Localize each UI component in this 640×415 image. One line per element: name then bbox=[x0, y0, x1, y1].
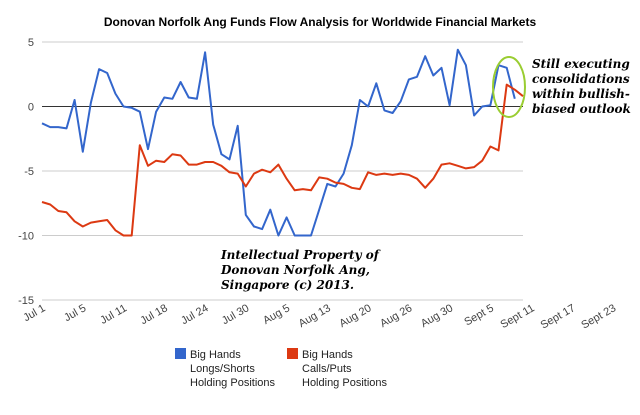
x-tick-label: Jul 24 bbox=[179, 302, 210, 327]
x-tick-label: Sept 17 bbox=[539, 302, 578, 331]
series-line-1 bbox=[41, 48, 516, 237]
callout-line: Still executing bbox=[532, 57, 630, 71]
highlight-ellipse bbox=[492, 56, 526, 118]
legend-label: Holding Positions bbox=[190, 377, 275, 389]
legend-item-1[interactable]: Big Hands Longs/Shorts Holding Positions bbox=[175, 348, 275, 389]
callout-line: biased outlook bbox=[532, 102, 631, 116]
legend-swatch bbox=[175, 348, 186, 359]
x-tick-label: Jul 11 bbox=[98, 302, 129, 327]
y-tick-label: 0 bbox=[28, 102, 34, 114]
x-tick-label: Sept 23 bbox=[579, 302, 618, 331]
x-tick-label: Aug 30 bbox=[419, 302, 455, 330]
chart-series bbox=[41, 48, 524, 237]
copyright-line: Singapore (c) 2013. bbox=[221, 278, 354, 292]
y-tick-label: -15 bbox=[18, 295, 34, 307]
legend-label: Big Hands bbox=[302, 349, 353, 361]
legend-label: Big Hands bbox=[190, 349, 241, 361]
x-tick-label: Aug 26 bbox=[378, 302, 414, 330]
y-axis-tick-labels: 5 0 -5 -10 -15 bbox=[18, 37, 34, 307]
callout-line: within bullish- bbox=[532, 87, 630, 101]
x-tick-label: Jul 5 bbox=[62, 302, 88, 324]
x-tick-label: Jul 30 bbox=[220, 302, 251, 327]
x-tick-label: Jul 18 bbox=[138, 302, 169, 327]
copyright-line: Donovan Norfolk Ang, bbox=[220, 263, 370, 277]
legend-label: Longs/Shorts bbox=[190, 363, 255, 375]
x-tick-label: Sept 5 bbox=[462, 302, 496, 328]
legend-item-2[interactable]: Big Hands Calls/Puts Holding Positions bbox=[287, 348, 387, 389]
legend-label: Holding Positions bbox=[302, 377, 387, 389]
y-tick-label: -5 bbox=[24, 166, 34, 178]
chart-title: Donovan Norfolk Ang Funds Flow Analysis … bbox=[104, 15, 537, 29]
copyright-line: Intellectual Property of bbox=[220, 248, 381, 262]
x-tick-label: Sept 11 bbox=[499, 302, 537, 331]
y-tick-label: -10 bbox=[18, 231, 34, 243]
x-tick-label: Aug 13 bbox=[297, 302, 333, 330]
y-tick-label: 5 bbox=[28, 37, 34, 49]
legend-label: Calls/Puts bbox=[302, 363, 352, 375]
legend-swatch bbox=[287, 348, 298, 359]
x-tick-label: Aug 5 bbox=[261, 302, 292, 327]
callout-line: consolidations bbox=[532, 72, 630, 86]
series-line-2 bbox=[41, 83, 524, 237]
x-tick-label: Aug 20 bbox=[337, 302, 373, 330]
